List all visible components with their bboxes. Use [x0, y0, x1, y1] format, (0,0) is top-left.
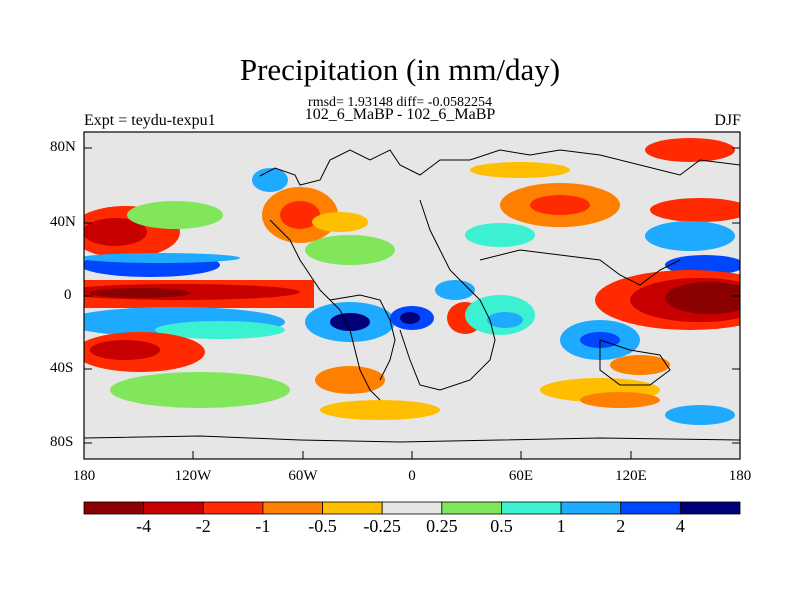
region-africa-blue [487, 312, 523, 328]
region-s-pacific-cyan [155, 321, 285, 339]
colorbar-label: 0.5 [490, 516, 513, 536]
colorbar-box [322, 501, 383, 515]
region-w-pacific-blue [645, 221, 735, 251]
colorbar-label: 2 [616, 516, 626, 536]
lat-label-0: 0 [64, 287, 72, 303]
region-s-pacific-green [110, 372, 290, 408]
region-s-indian-orange [580, 392, 660, 408]
coast-antarctica [84, 435, 740, 443]
region-eurasia-core [530, 195, 590, 215]
region-africa-north [435, 280, 475, 300]
region-s-ocean-blue [665, 405, 735, 425]
lon-label-60e: 60E [508, 468, 534, 484]
lon-label-180w: 180 [72, 468, 96, 484]
region-s-atlantic-yellow [320, 400, 440, 420]
colorbar-box [202, 501, 264, 515]
colorbar-box [560, 501, 622, 515]
region-n-america-core [280, 201, 320, 229]
lon-label-120w: 120W [174, 468, 212, 484]
region-s-america-core [330, 313, 370, 331]
lon-ticks [83, 451, 741, 459]
region-s-atlantic-orange [315, 366, 385, 394]
region-australia [610, 355, 670, 375]
lat-ticks [84, 147, 740, 444]
colorbar-box [143, 501, 204, 515]
lat-label-80s: 80S [50, 434, 74, 450]
region-w-pacific-deep [665, 255, 740, 275]
colorbar-box [381, 501, 443, 515]
colorbar-label: -4 [136, 516, 152, 536]
colorbar-label: -2 [195, 516, 211, 536]
colorbar-label: 4 [675, 516, 685, 536]
region-n-pacific-green [127, 201, 223, 229]
coast-australia [599, 339, 671, 386]
colorbar-label: -0.25 [363, 516, 401, 536]
coast-asia [479, 249, 681, 286]
colorbar-label: -0.5 [308, 516, 337, 536]
plot-title: Precipitation (in mm/day) [239, 52, 561, 87]
colorbar-label: 1 [556, 516, 566, 536]
coast-north [259, 149, 740, 186]
region-mideast [465, 223, 535, 247]
lat-label-80n: 80N [50, 139, 76, 155]
precip-field [84, 138, 740, 443]
colorbar-box [620, 501, 681, 515]
region-s-pacific-red-core [90, 340, 160, 360]
region-siberia [645, 138, 735, 162]
region-w-pacific-north [650, 198, 740, 222]
region-atlantic-green [305, 235, 395, 265]
colorbar-box [262, 501, 323, 515]
lon-label-180e: 180 [728, 468, 752, 484]
colorbar [83, 501, 741, 515]
colorbar-box [501, 501, 562, 515]
region-n-pacific-lightblue [84, 253, 240, 263]
region-arctic-yellow [470, 162, 570, 178]
colorbar-label: -1 [255, 516, 271, 536]
subtitle-left: Expt = teydu-texpu1 [84, 112, 216, 129]
region-atlantic-yellow [312, 212, 368, 232]
region-alaska [252, 168, 288, 192]
region-atlantic-navy [400, 312, 420, 324]
lon-label-0: 0 [408, 468, 416, 484]
region-eq-pacific-max [90, 288, 190, 298]
lat-label-40s: 40S [50, 360, 74, 376]
stats-line: rmsd= 1.93148 diff= -0.0582254 [308, 95, 492, 110]
colorbar-box [83, 501, 145, 515]
region-w-pacific-eq-max [665, 282, 740, 314]
colorbar-box [679, 501, 741, 515]
coast-africa [399, 199, 496, 391]
region-north-pacific-core [84, 218, 147, 246]
lon-label-120e: 120E [615, 468, 647, 484]
coast-s-america [329, 294, 396, 381]
lat-label-40n: 40N [50, 214, 76, 230]
subtitle-right: DJF [714, 112, 741, 129]
subtitle-center: 102_6_MaBP - 102_6_MaBP [304, 106, 496, 123]
coast-americas [269, 219, 381, 401]
coastlines [84, 149, 740, 443]
colorbar-label: 0.25 [426, 516, 458, 536]
lon-label-60w: 60W [288, 468, 318, 484]
colorbar-box [441, 501, 502, 515]
